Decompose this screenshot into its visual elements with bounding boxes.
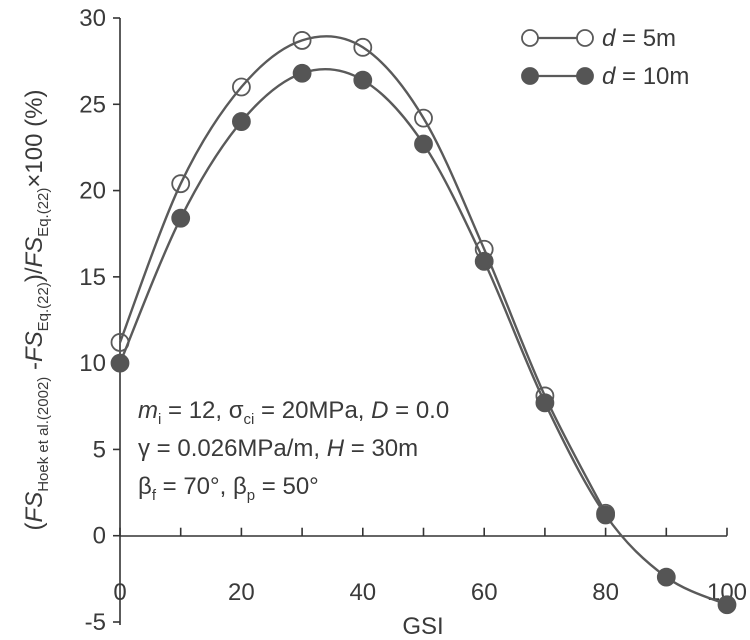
legend-label-d10: d = 10m	[602, 63, 689, 90]
data-point-d5	[231, 77, 251, 97]
ann-d-val: = 0.0	[388, 397, 449, 424]
data-point-d10	[414, 134, 433, 154]
data-point-d10	[535, 393, 555, 413]
data-point-d10	[353, 70, 373, 90]
x-tick-label: 60	[471, 579, 498, 606]
y-label-fs2: FS	[21, 331, 48, 362]
ann-h: H	[327, 435, 345, 462]
parameter-annotations: mi = 12, σci = 20MPa, D = 0.0 γ = 0.026M…	[138, 397, 449, 504]
legend: d = 5m d = 10m	[521, 25, 689, 90]
y-label-fs1: FS	[21, 492, 48, 523]
legend-label-d10-rest: = 10m	[615, 63, 689, 90]
annotation-line-2: γ = 0.026MPa/m, H = 30m	[138, 435, 418, 462]
y-tick-label: 20	[79, 178, 106, 205]
annotation-line-1: mi = 12, σci = 20MPa, D = 0.0	[138, 397, 449, 428]
ann-gamma: γ = 0.026MPa/m,	[138, 435, 327, 462]
legend-marker-open-right	[576, 29, 594, 47]
data-point-d5	[292, 31, 312, 50]
y-tick-label: 0	[93, 523, 106, 550]
data-point-d5	[171, 174, 191, 194]
x-tick-label: 40	[349, 579, 376, 606]
legend-label-d10-var: d	[602, 63, 616, 90]
y-label-tail: ×100 (%)	[21, 90, 48, 188]
y-tick-label: 5	[93, 436, 106, 463]
legend-entry-d10: d = 10m	[521, 63, 689, 90]
data-point-d10	[656, 567, 676, 587]
y-label-sub2: Eq.(22)	[35, 282, 52, 331]
legend-entry-d5: d = 5m	[521, 25, 676, 52]
y-label-fs3: FS	[21, 237, 48, 268]
data-point-d10	[292, 63, 312, 83]
annotation-line-3: βf = 70°, βp = 50°	[138, 473, 319, 504]
ann-bf: β	[138, 473, 152, 500]
x-axis-label: GSI	[402, 613, 443, 640]
legend-label-d5-var: d	[602, 25, 616, 52]
ann-bp: β	[233, 473, 247, 500]
y-label-sub3: Eq.(22)	[35, 188, 52, 237]
ann-d: D	[371, 397, 388, 424]
ann-m-val: = 12,	[161, 397, 228, 424]
axes	[119, 18, 727, 625]
legend-marker-open-left	[521, 29, 539, 47]
legend-label-d5-rest: = 5m	[615, 25, 676, 52]
ann-sigma-sub: ci	[244, 411, 255, 428]
y-tick-label: 15	[79, 264, 106, 291]
y-label-minus: -	[21, 362, 48, 377]
ann-sigma-val: = 20MPa,	[254, 397, 371, 424]
data-point-d5	[110, 333, 130, 352]
data-point-d10	[171, 208, 191, 228]
ann-m: m	[138, 397, 158, 424]
legend-marker-filled-right	[576, 67, 594, 85]
y-tick-label: 25	[79, 91, 106, 118]
legend-label-d5: d = 5m	[602, 25, 676, 52]
ann-bf-val: = 70°,	[156, 473, 233, 500]
x-tick-label: 80	[592, 579, 619, 606]
x-tick-label: 20	[228, 579, 255, 606]
ann-m-sub: i	[158, 411, 161, 428]
y-tick-label: 30	[79, 5, 106, 32]
ann-sigma: σ	[229, 397, 244, 424]
y-tick-label: 10	[79, 350, 106, 377]
series-line-d5	[118, 35, 607, 514]
series-markers	[110, 31, 737, 615]
data-point-d5	[414, 108, 433, 128]
y-tick-label: -5	[85, 609, 106, 636]
data-point-d5	[353, 37, 373, 57]
y-label-sub1: Hoek et al.(2002)	[35, 377, 52, 492]
ann-bf-sub: f	[152, 487, 157, 504]
ticks	[113, 17, 728, 623]
x-tick-label: 0	[113, 579, 126, 606]
data-point-d10	[231, 112, 251, 131]
data-point-d10	[110, 353, 130, 373]
ann-h-val: = 30m	[344, 435, 418, 462]
data-point-d10	[717, 595, 737, 615]
ann-bp-sub: p	[247, 487, 255, 504]
data-point-d10	[474, 251, 494, 271]
y-label-open: (	[21, 522, 48, 530]
ann-bp-val: = 50°	[255, 473, 319, 500]
legend-marker-filled-left	[521, 67, 539, 85]
y-label-slash: )/	[21, 267, 48, 282]
data-point-d10	[596, 505, 615, 525]
y-axis-label: (FSHoek et al.(2002) -FSEq.(22))/FSEq.(2…	[21, 90, 52, 531]
